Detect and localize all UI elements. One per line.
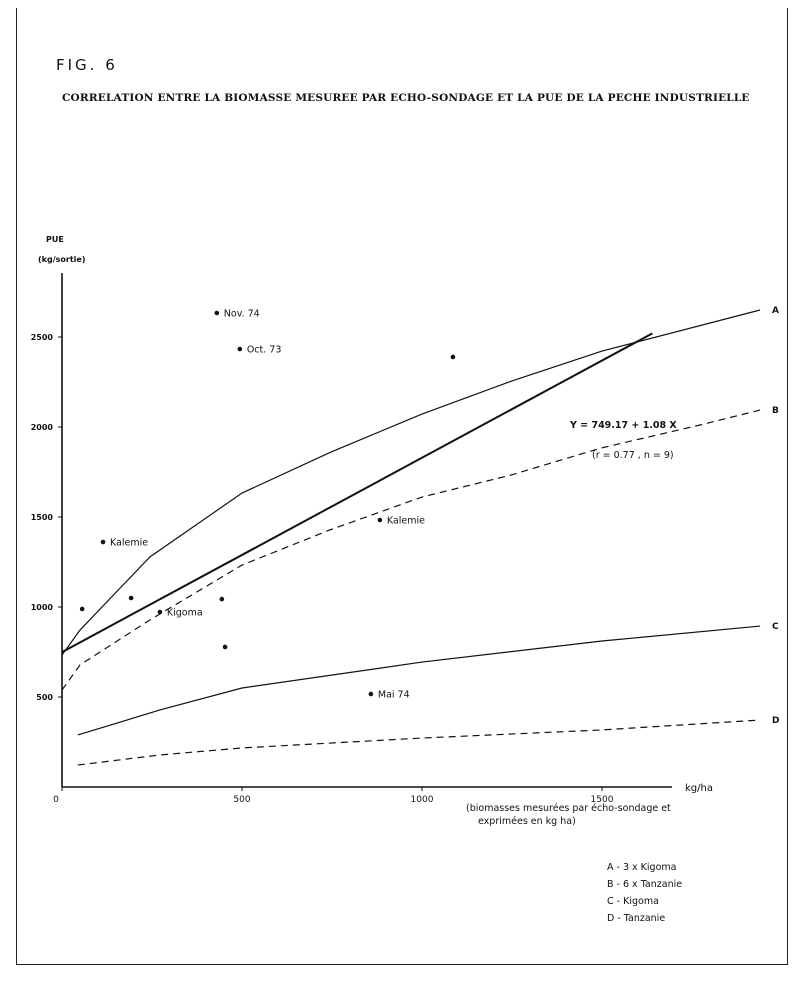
data-point (368, 691, 374, 697)
series-line-A (61, 309, 761, 656)
y-tick-label: 1000 (31, 603, 54, 612)
legend-entry: C - Kigoma (607, 896, 659, 907)
y-tick-label: 2500 (31, 333, 54, 342)
data-point (214, 310, 220, 316)
data-point-label: Mai 74 (378, 689, 410, 700)
x-axis-note: exprimées en kg ha) (478, 816, 576, 827)
x-tick-label: 500 (233, 795, 250, 805)
series-end-label-B: B (772, 406, 779, 416)
data-point (450, 354, 456, 360)
legend-entry: A - 3 x Kigoma (607, 862, 676, 873)
x-tick-label: 0 (53, 795, 59, 805)
data-point (377, 517, 383, 523)
series-line-B (61, 409, 761, 691)
legend-entry: B - 6 x Tanzanie (607, 879, 682, 890)
data-point-label: Oct. 73 (247, 345, 282, 356)
data-point-label: Kalemie (387, 516, 425, 527)
x-tick-label: 1500 (591, 795, 614, 805)
y-tick-label: 500 (36, 693, 53, 702)
series-line-D (77, 719, 761, 766)
data-point (79, 606, 85, 612)
x-tick-label: 1000 (411, 795, 434, 805)
data-point-label: Nov. 74 (224, 309, 260, 320)
regression-stats: (r = 0.77 , n = 9) (592, 450, 674, 461)
data-point (128, 595, 134, 601)
y-tick-label: 1500 (31, 513, 54, 522)
data-point (222, 644, 228, 650)
series-end-label-D: D (772, 716, 779, 726)
y-tick-label: 2000 (31, 423, 54, 432)
regression-line (61, 332, 653, 654)
regression-equation: Y = 749.17 + 1.08 X (569, 420, 677, 431)
page-frame (16, 8, 788, 965)
x-axis-label: kg/ha (685, 783, 713, 794)
data-point (100, 539, 106, 545)
data-point (237, 346, 243, 352)
y-axis-label: PUE (46, 235, 64, 244)
data-point-label: Kigoma (167, 608, 203, 619)
series-end-label-A: A (772, 306, 779, 316)
series-end-label-C: C (772, 622, 779, 632)
series-line-C (77, 625, 761, 736)
data-point (157, 609, 163, 615)
figure-label: FIG. 6 (56, 56, 118, 74)
data-point-label: Kalemie (110, 538, 148, 549)
chart-title: CORRELATION ENTRE LA BIOMASSE MESUREE PA… (62, 92, 750, 104)
data-point (219, 596, 225, 602)
y-axis-unit: (kg/sortie) (38, 255, 85, 264)
legend-entry: D - Tanzanie (607, 913, 665, 924)
x-axis-note: (biomasses mesurées par écho-sondage et (466, 803, 671, 814)
